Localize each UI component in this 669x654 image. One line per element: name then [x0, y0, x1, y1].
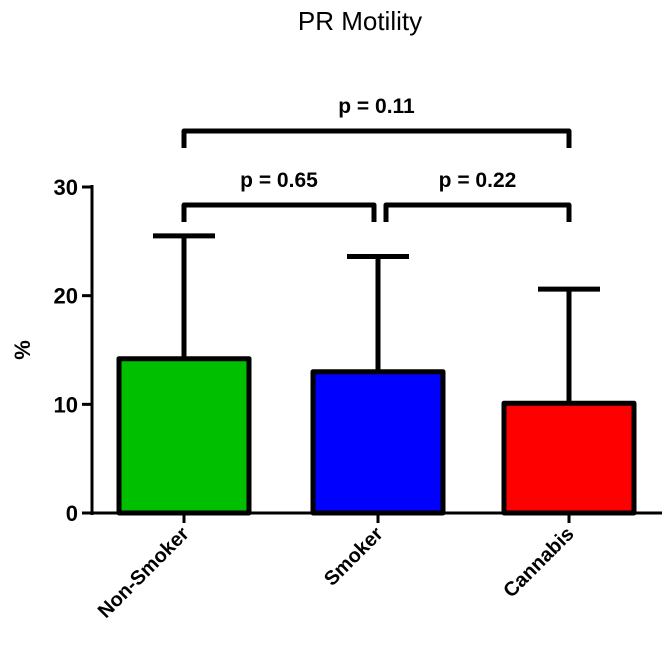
x-tick-label: Smoker	[320, 523, 388, 591]
y-tick-label: 0	[66, 501, 78, 526]
x-tick-label: Cannabis	[499, 523, 578, 602]
bar-non-smoker	[116, 356, 252, 516]
p-value-label: p = 0.22	[439, 169, 517, 192]
bar-cannabis	[501, 400, 637, 516]
significance-bracket	[181, 202, 377, 222]
y-tick-label: 20	[54, 284, 78, 309]
bar-smoker	[310, 369, 446, 516]
chart-title: PR Motility	[298, 6, 422, 36]
significance-bracket	[181, 128, 572, 148]
p-value-label: p = 0.11	[338, 95, 415, 118]
y-tick-label: 30	[54, 175, 78, 200]
y-tick-label: 10	[54, 392, 78, 417]
p-value-label: p = 0.65	[240, 169, 318, 192]
x-tick-label: Non-Smoker	[94, 523, 194, 623]
y-axis-label: %	[10, 340, 35, 360]
significance-bracket	[383, 202, 572, 222]
